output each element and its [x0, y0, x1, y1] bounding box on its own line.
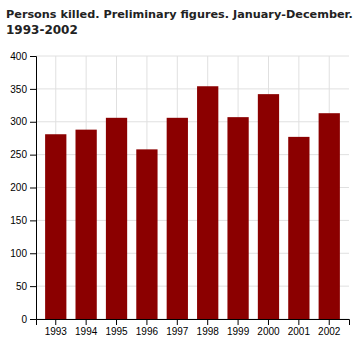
tick-label: 100: [10, 248, 27, 259]
bar: [167, 118, 188, 319]
tick-mark: [30, 155, 36, 156]
tick-mark: [30, 286, 36, 287]
tick: 1994: [75, 319, 98, 337]
tick-mark: [30, 220, 36, 221]
grid: [36, 56, 349, 319]
tick-mark: [30, 253, 36, 254]
bar: [197, 86, 218, 319]
bar: [106, 118, 127, 319]
tick: 0: [21, 314, 36, 325]
tick: 1995: [105, 319, 128, 337]
tick: 2002: [318, 319, 341, 337]
tick: 1999: [227, 319, 250, 337]
tick-label: 1994: [75, 326, 98, 337]
tick: 1998: [197, 319, 220, 337]
grid-line: [36, 56, 349, 57]
tick-mark: [30, 56, 36, 57]
tick-label: 1993: [45, 326, 68, 337]
chart: Persons killed. Preliminary figures. Jan…: [0, 0, 361, 345]
grid-line: [36, 121, 349, 122]
tick-mark: [116, 319, 117, 325]
tick-label: 1998: [197, 326, 220, 337]
tick-label: 1997: [166, 326, 189, 337]
title: Persons killed. Preliminary figures. Jan…: [6, 8, 353, 21]
tick-mark: [30, 188, 36, 189]
plot: 0 50 100 150 200 250 300 350 400 1993 1994 1995 1996…: [10, 51, 349, 337]
tick-label: 200: [10, 182, 27, 193]
bar: [76, 130, 97, 319]
tick: 100: [10, 248, 36, 259]
bar: [319, 113, 340, 319]
tick: 300: [10, 116, 36, 127]
bar: [227, 117, 248, 319]
tick-label: 250: [10, 149, 27, 160]
tick-mark: [268, 319, 269, 325]
tick-mark: [177, 319, 178, 325]
tick-label: 1996: [136, 326, 159, 337]
tick: 400: [10, 51, 36, 62]
subtitle: 1993-2002: [6, 23, 78, 37]
tick-mark: [146, 319, 147, 325]
tick-mark: [207, 319, 208, 325]
bar: [288, 137, 309, 319]
tick-label: 350: [10, 84, 27, 95]
tick-mark: [238, 319, 239, 325]
tick: 2000: [257, 319, 280, 337]
tick-mark: [329, 319, 330, 325]
x-axis: 1993 1994 1995 1996 1997 1998 1999 2000 2001 2002: [37, 319, 350, 337]
y-axis: 0 50 100 150 200 250 300 350 400: [10, 51, 36, 325]
tick-label: 1995: [105, 326, 128, 337]
tick: 200: [10, 182, 36, 193]
tick-mark: [30, 89, 36, 90]
bar: [45, 134, 66, 319]
tick-mark: [298, 319, 299, 325]
tick-label: 50: [16, 281, 28, 292]
tick-label: 2000: [257, 326, 280, 337]
tick: 250: [10, 149, 36, 160]
tick-mark: [30, 319, 36, 320]
tick-mark: [30, 122, 36, 123]
bar: [258, 94, 279, 319]
tick-mark: [55, 319, 56, 325]
tick-label: 400: [10, 51, 27, 62]
tick: 1997: [166, 319, 189, 337]
tick-label: 2002: [318, 326, 341, 337]
axis-line: [30, 57, 37, 320]
axis-line: [37, 320, 350, 326]
grid-line: [36, 88, 349, 89]
tick-label: 0: [21, 314, 27, 325]
tick: 350: [10, 84, 36, 95]
tick: 1993: [45, 319, 68, 337]
tick: 50: [16, 281, 36, 292]
tick-label: 2001: [288, 326, 311, 337]
tick: 150: [10, 215, 36, 226]
bar: [136, 149, 157, 319]
tick-label: 1999: [227, 326, 250, 337]
tick: 2001: [288, 319, 311, 337]
tick-label: 300: [10, 116, 27, 127]
tick-mark: [86, 319, 87, 325]
tick-label: 150: [10, 215, 27, 226]
tick: 1996: [136, 319, 159, 337]
bars: [45, 86, 340, 319]
